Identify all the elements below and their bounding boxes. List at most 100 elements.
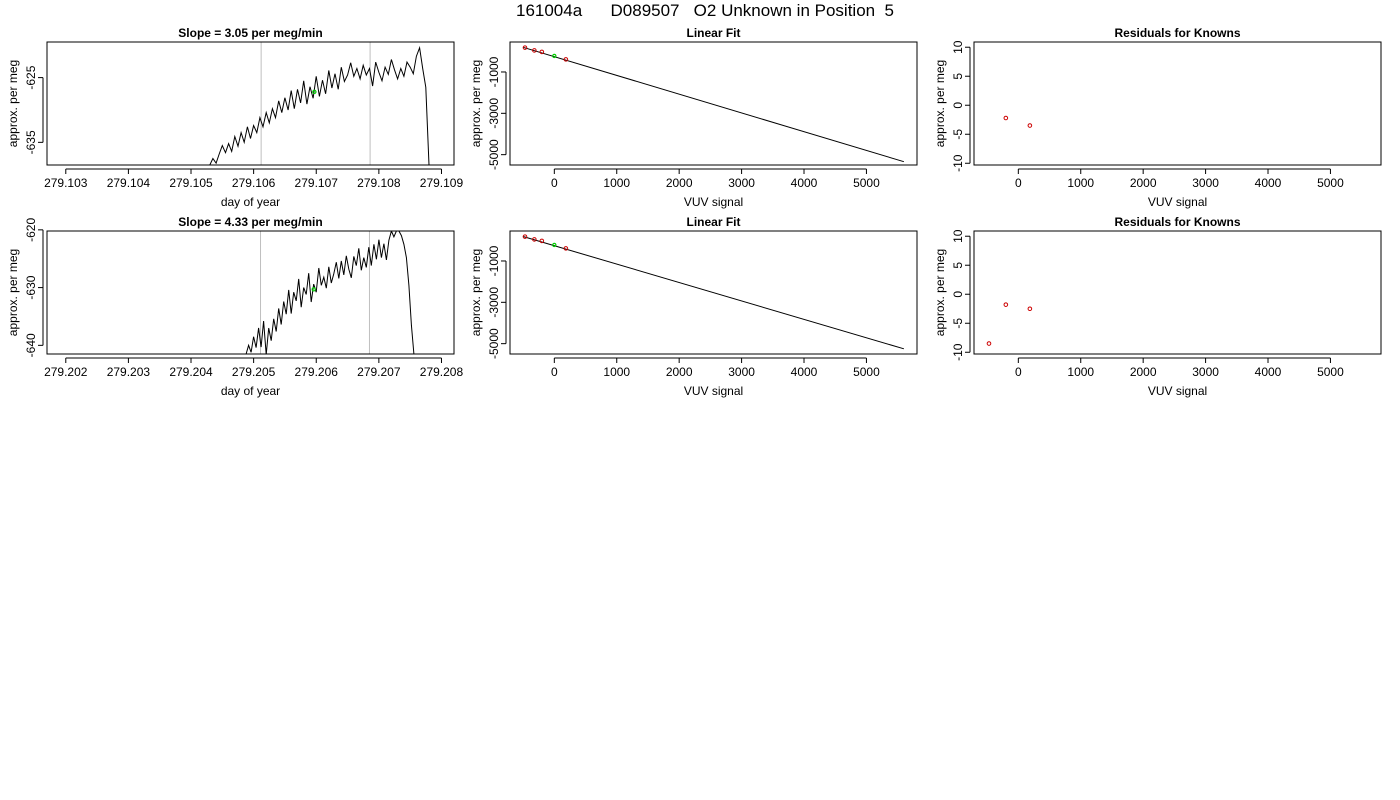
plot-frame [46,230,455,355]
plot-area [245,231,415,354]
unknown-point [552,242,557,248]
chart-title: Linear Fit [686,26,740,40]
x-axis-label: day of year [221,195,280,209]
plot-area [209,45,433,165]
series-line [209,45,433,165]
x-axis-label: day of year [221,384,280,398]
known-point [1003,302,1009,307]
x-tick-label: 279.205 [232,365,276,379]
y-tick-label: -10 [951,343,965,361]
y-tick-label: 10 [951,229,965,243]
x-tick-label: 1000 [603,365,630,379]
residuals-chart-1: Residuals for Knowns 0 1000 2000 3000 4000 500… [933,26,1382,209]
x-tick-label: 2000 [666,176,693,190]
x-tick-label: 0 [551,365,558,379]
linear-fit-chart-1: Linear Fit 0 1000 2000 3000 4000 5000 VUV signa… [469,26,918,209]
known-point [532,48,537,53]
x-tick-label: 3000 [728,365,755,379]
x-tick-label: 0 [1015,176,1022,190]
y-tick-label: -635 [24,130,38,154]
plot-area [522,234,905,350]
fit-line [522,235,905,350]
y-axis-label: approx. per meg [6,249,20,336]
chart-title: Slope = 3.05 per meg/min [178,26,322,40]
slope-chart-2: Slope = 4.33 per meg/min 279.202 279.203 27… [6,215,464,398]
x-axis-label: VUV signal [1148,195,1207,209]
x-tick-label: 279.103 [44,176,88,190]
plot-frame [973,230,1382,355]
chart-title: Residuals for Knowns [1114,215,1240,229]
chart-title: Residuals for Knowns [1114,26,1240,40]
x-tick-label: 279.202 [44,365,88,379]
x-tick-label: 1000 [1067,176,1094,190]
x-tick-label: 3000 [1192,176,1219,190]
x-axis-label: VUV signal [1148,384,1207,398]
plot-frame [973,41,1382,166]
y-tick-label: -5 [951,129,965,140]
unknown-point [552,53,557,59]
x-tick-label: 279.207 [357,365,401,379]
x-tick-label: 279.109 [420,176,464,190]
page-title: 161004a D089507 O2 Unknown in Position 5 [515,1,895,20]
x-tick-label: 279.105 [169,176,213,190]
x-tick-label: 5000 [853,365,880,379]
y-axis-label: approx. per meg [6,60,20,147]
x-tick-label: 279.204 [169,365,213,379]
unknown-point [312,89,317,95]
x-axis-label: VUV signal [684,384,743,398]
x-tick-label: 0 [551,176,558,190]
x-tick-label: 279.208 [420,365,464,379]
known-point [1027,306,1033,312]
y-tick-label: -1000 [487,56,501,87]
y-tick-label: 0 [951,102,965,109]
y-tick-label: -640 [24,333,38,357]
known-point [539,49,545,55]
y-tick-label: -10 [951,154,965,172]
slope-chart-1: Slope = 3.05 per meg/min 279.103 279.104 27… [6,26,464,209]
y-tick-label: 0 [951,291,965,298]
x-tick-label: 279.106 [232,176,276,190]
x-tick-label: 3000 [1192,365,1219,379]
x-tick-label: 279.104 [107,176,151,190]
linear-fit-chart-2: Linear Fit 0 1000 2000 3000 4000 5000 VUV signa… [469,215,918,398]
x-tick-label: 2000 [1130,176,1157,190]
known-point [522,45,528,50]
x-tick-label: 4000 [791,176,818,190]
y-tick-label: -3000 [487,98,501,129]
x-tick-label: 3000 [728,176,755,190]
y-axis-label: approx. per meg [933,249,947,336]
known-point [563,246,569,251]
known-point [1003,115,1009,121]
x-tick-label: 0 [1015,365,1022,379]
chart-title: Slope = 4.33 per meg/min [178,215,322,229]
x-tick-label: 279.108 [357,176,401,190]
y-tick-label: -3000 [487,287,501,318]
y-tick-label: -620 [24,218,38,242]
known-point [532,237,537,242]
plot-area [1003,115,1033,128]
residuals-chart-2: Residuals for Knowns 0 1000 2000 3000 4000 500… [933,215,1382,398]
y-tick-label: -1000 [487,245,501,276]
known-point [1027,123,1033,128]
x-tick-label: 1000 [1067,365,1094,379]
known-point [522,234,528,239]
known-point [539,238,545,244]
plot-frame [509,230,918,355]
y-tick-label: 5 [951,262,965,269]
x-tick-label: 279.206 [295,365,339,379]
x-tick-label: 2000 [666,365,693,379]
known-point [986,341,992,346]
chart-title: Linear Fit [686,215,740,229]
y-tick-label: 5 [951,73,965,80]
fit-line [522,46,905,163]
x-tick-label: 279.203 [107,365,151,379]
y-axis-label: approx. per meg [933,60,947,147]
y-tick-label: 10 [951,40,965,54]
plot-area [986,302,1033,346]
unknown-point [311,287,316,292]
series-line [245,231,415,354]
x-tick-label: 5000 [853,176,880,190]
plot-area [522,45,905,163]
y-tick-label: -5000 [487,139,501,170]
y-tick-label: -5 [951,318,965,329]
